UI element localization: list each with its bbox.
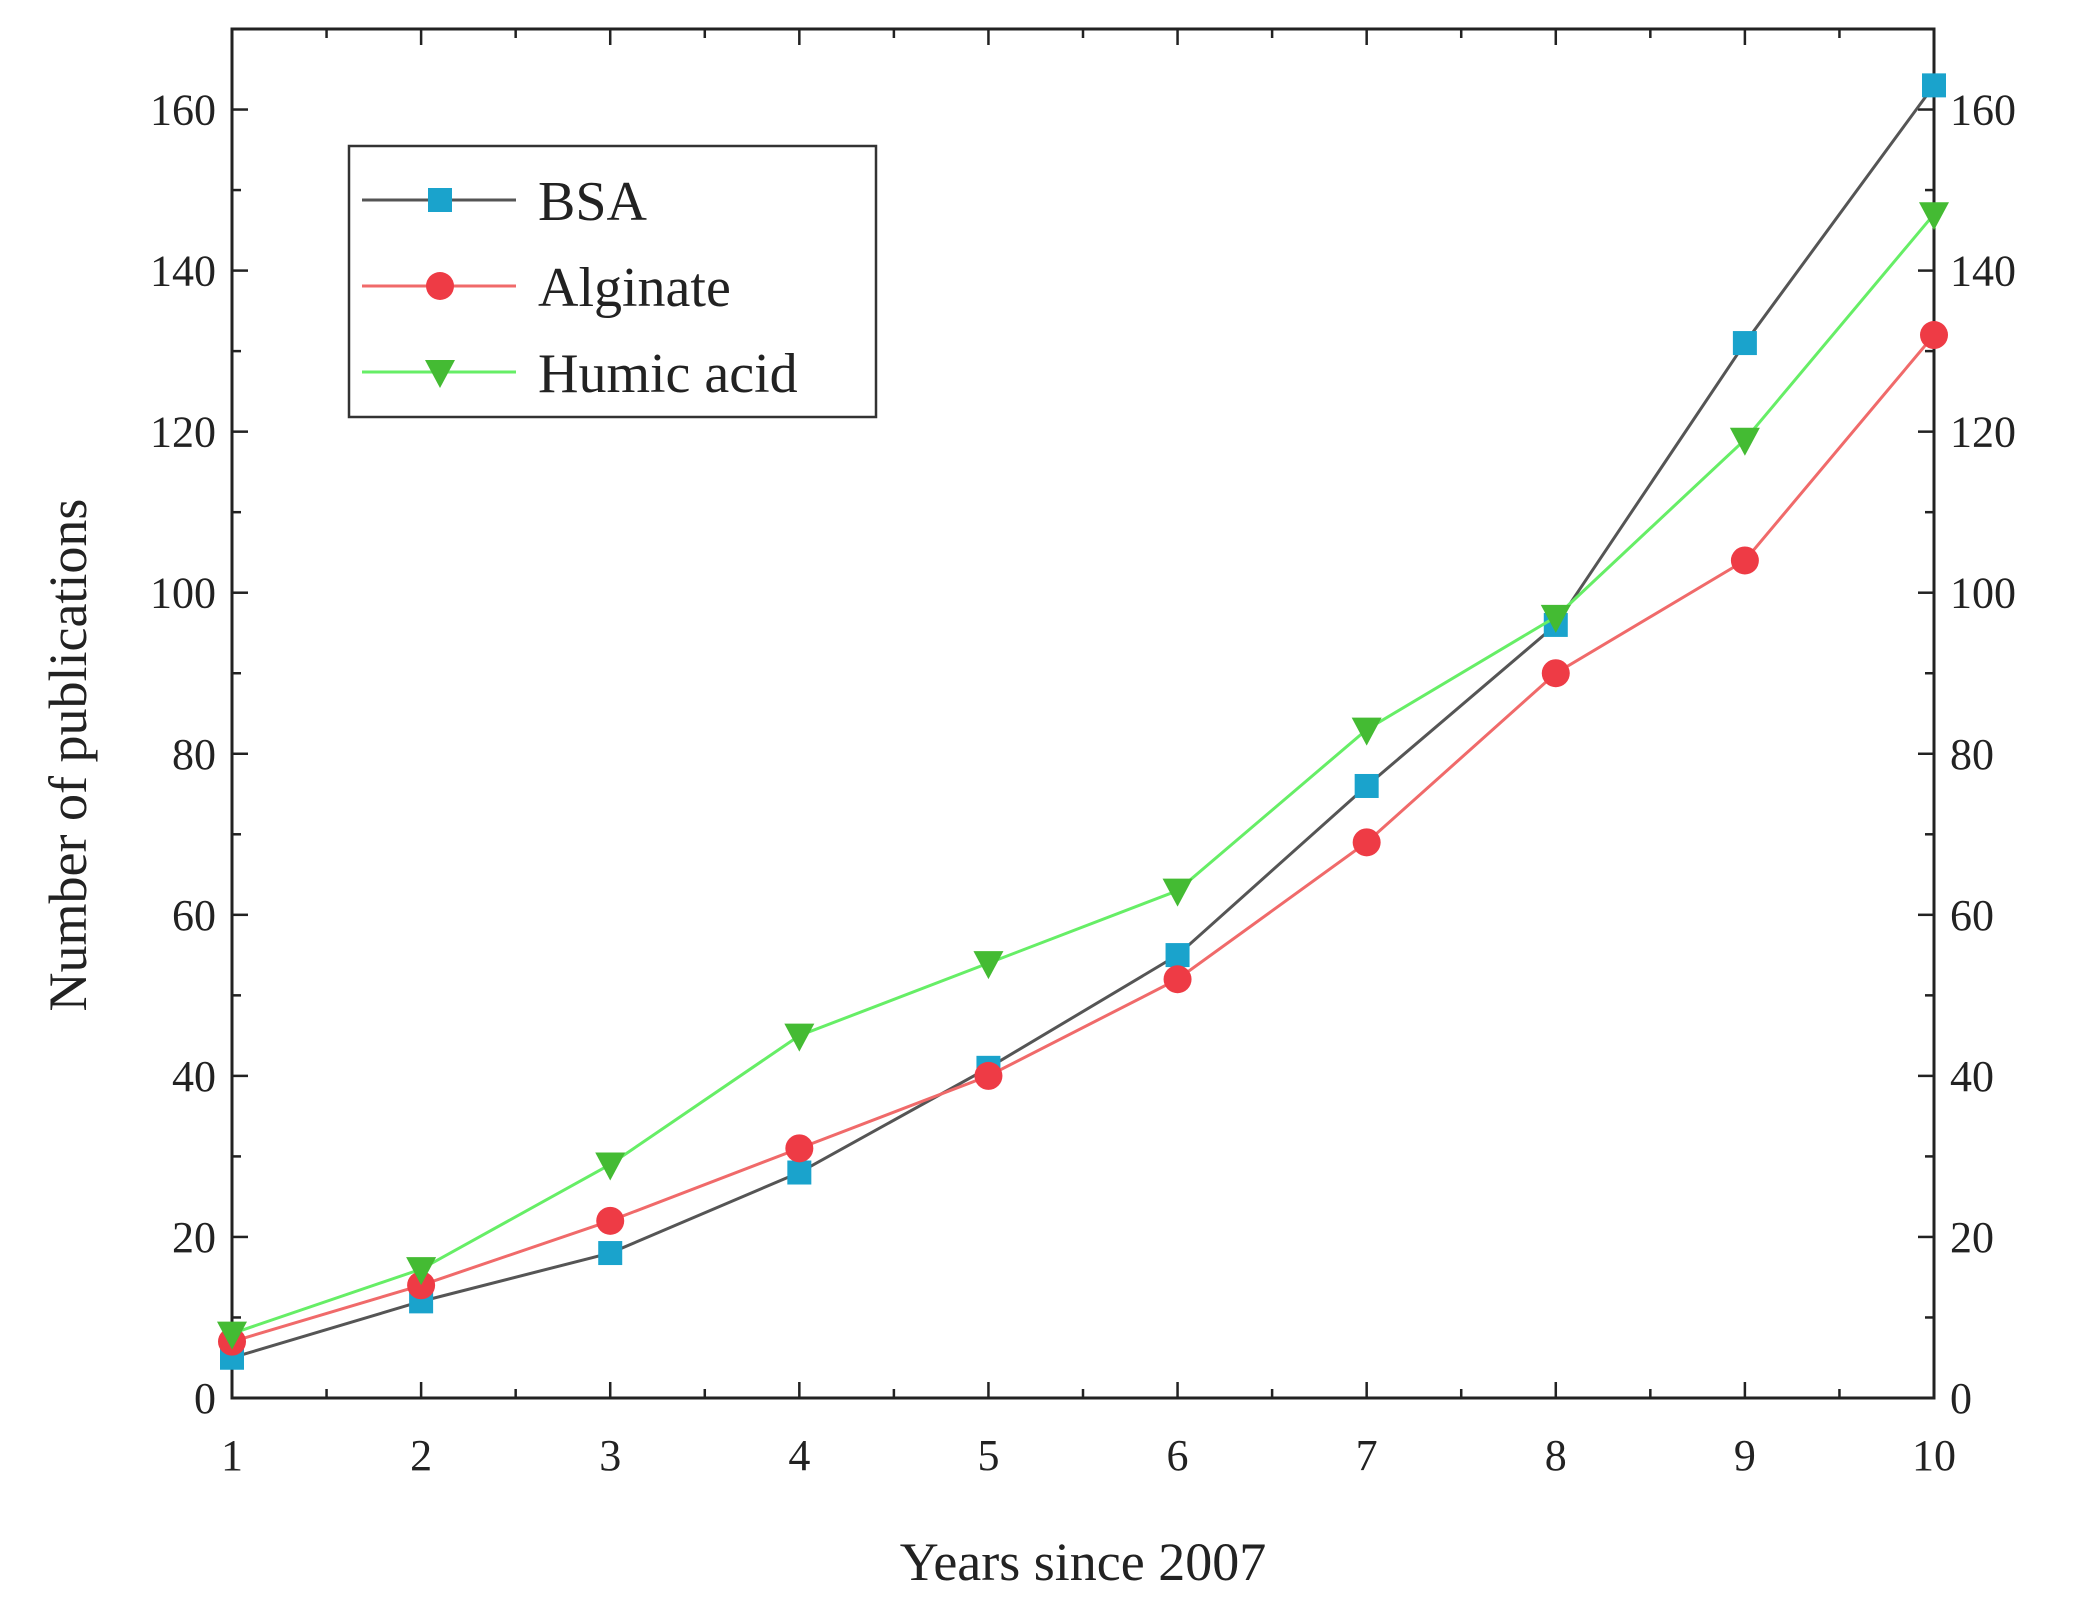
circle-marker xyxy=(1163,965,1192,994)
x-tick-label: 1 xyxy=(221,1431,243,1480)
circle-marker xyxy=(407,1271,436,1300)
triangle-down-marker xyxy=(217,1321,247,1350)
square-marker xyxy=(1732,331,1757,356)
series-line xyxy=(231,84,1936,1360)
y-tick-label-right: 160 xyxy=(1950,86,2016,135)
y-tick-label-right: 20 xyxy=(1950,1213,1994,1262)
triangle-down-marker xyxy=(784,1023,815,1052)
triangle-down-marker xyxy=(406,1257,437,1286)
legend-item: Humic acid xyxy=(362,343,798,405)
triangle-down-marker xyxy=(1729,427,1760,456)
y-tick-label-left: 60 xyxy=(172,891,216,940)
y-tick-label-right: 140 xyxy=(1950,247,2016,296)
square-marker xyxy=(1922,73,1946,98)
triangle-down-marker xyxy=(1919,202,1949,231)
x-tick-label: 8 xyxy=(1545,1431,1567,1480)
legend-item: BSA xyxy=(362,171,647,233)
x-tick-label: 7 xyxy=(1356,1431,1378,1480)
triangle-down-marker xyxy=(1351,717,1382,746)
series-line xyxy=(231,334,1936,1344)
x-tick-label: 4 xyxy=(788,1431,810,1480)
circle-marker xyxy=(1730,546,1759,575)
triangle-down-marker xyxy=(595,1152,626,1181)
square-marker xyxy=(598,1241,623,1266)
axes: 0 0 20 20 40 40 60 60 80 80 100 100 120 120 140 140 160 1… xyxy=(150,27,2016,1480)
circle-marker xyxy=(596,1206,625,1235)
y-tick-label-right: 120 xyxy=(1950,408,2016,457)
x-axis-title: Years since 2007 xyxy=(900,1532,1266,1592)
series-group xyxy=(217,73,1949,1370)
triangle-down-marker xyxy=(425,360,455,388)
y-tick-label-left: 120 xyxy=(150,408,216,457)
legend-item: Alginate xyxy=(362,257,731,319)
circle-marker xyxy=(1352,828,1381,857)
y-tick-label-right: 80 xyxy=(1950,730,1994,779)
square-marker xyxy=(1165,943,1190,968)
x-tick-label: 2 xyxy=(410,1431,432,1480)
y-tick-label-left: 40 xyxy=(172,1052,216,1101)
circle-marker xyxy=(1541,659,1570,688)
square-marker xyxy=(787,1160,812,1185)
circle-marker xyxy=(785,1134,814,1163)
circle-marker xyxy=(1920,321,1948,350)
y-tick-label-left: 20 xyxy=(172,1213,216,1262)
series-alginate xyxy=(218,321,1948,1356)
x-tick-label: 9 xyxy=(1734,1431,1756,1480)
x-tick-label: 10 xyxy=(1912,1431,1956,1480)
y-tick-label-left: 140 xyxy=(150,247,216,296)
y-tick-label-left: 80 xyxy=(172,730,216,779)
y-tick-label-right: 0 xyxy=(1950,1374,1972,1423)
y-tick-label-right: 60 xyxy=(1950,891,1994,940)
legend-label: BSA xyxy=(538,171,647,233)
y-tick-label-right: 100 xyxy=(1950,569,2016,618)
y-tick-label-left: 100 xyxy=(150,569,216,618)
circle-marker xyxy=(974,1061,1003,1090)
series-line xyxy=(231,213,1936,1335)
x-tick-label: 5 xyxy=(977,1431,999,1480)
square-marker xyxy=(1354,773,1379,798)
y-tick-label-right: 40 xyxy=(1950,1052,1994,1101)
y-tick-label-left: 0 xyxy=(194,1374,216,1423)
x-tick-label: 3 xyxy=(599,1431,621,1480)
triangle-down-marker xyxy=(1162,878,1193,907)
x-tick-label: 6 xyxy=(1167,1431,1189,1480)
y-axis-title: Number of publications xyxy=(38,499,98,1012)
y-tick-label-left: 160 xyxy=(150,86,216,135)
legend: BSA Alginate Humic acid xyxy=(347,144,878,419)
legend-label: Alginate xyxy=(538,257,731,319)
legend-label: Humic acid xyxy=(538,343,798,405)
square-marker xyxy=(428,188,452,212)
triangle-down-marker xyxy=(1540,604,1571,633)
triangle-down-marker xyxy=(973,951,1004,980)
series-humic-acid xyxy=(217,202,1949,1350)
circle-marker xyxy=(426,272,454,300)
